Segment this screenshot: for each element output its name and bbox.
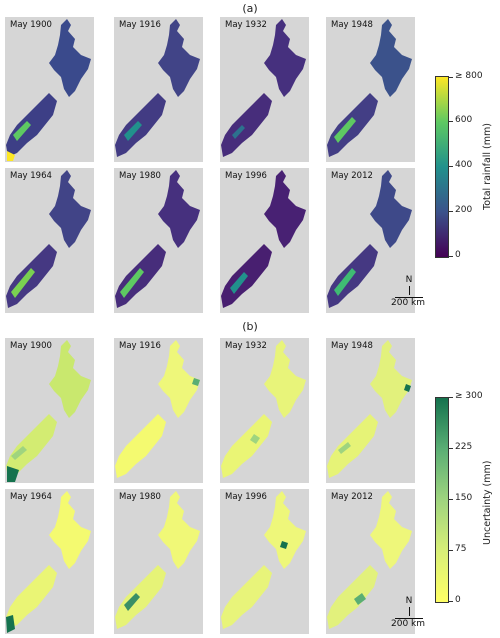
map-a-1948: May 1948 — [326, 17, 415, 162]
scale-bar-a — [395, 297, 423, 298]
tile-label: May 1916 — [119, 20, 161, 30]
map-b-1932-graphic — [221, 340, 306, 478]
map-a-1916-graphic — [115, 19, 200, 157]
colorbar-tick: 225 — [448, 442, 473, 452]
north-arrow-a — [409, 286, 410, 295]
north-arrow-b — [409, 607, 410, 616]
colorbar-tick: 400 — [448, 160, 473, 170]
map-a-1980-graphic — [115, 170, 200, 308]
map-b-1948: May 1948 — [326, 338, 415, 483]
map-a-2012: May 2012 — [326, 168, 415, 313]
map-b-1964-graphic — [6, 491, 91, 633]
map-b-2012-graphic — [327, 491, 412, 629]
map-b-1900-graphic — [6, 340, 91, 482]
colorbar-rainfall — [435, 76, 449, 258]
map-b-1996-graphic — [221, 491, 306, 629]
colorbar-tick: 75 — [448, 544, 467, 554]
scale-label-b: 200 km — [391, 619, 426, 629]
colorbar-tick: 600 — [448, 115, 473, 125]
tile-label: May 1964 — [10, 492, 52, 502]
map-a-1932: May 1932 — [220, 17, 309, 162]
tile-label: May 1932 — [225, 341, 267, 351]
tile-label: May 1900 — [10, 20, 52, 30]
map-a-1932-graphic — [221, 19, 306, 157]
tile-label: May 1932 — [225, 20, 267, 30]
tile-label: May 2012 — [331, 492, 373, 502]
map-a-1964: May 1964 — [5, 168, 94, 313]
tile-label: May 1996 — [225, 171, 267, 181]
tile-label: May 1964 — [10, 171, 52, 181]
map-a-1948-graphic — [327, 19, 412, 157]
north-label-a: N — [405, 275, 413, 285]
map-a-1996-graphic — [221, 170, 306, 308]
map-b-1980-graphic — [115, 491, 200, 629]
map-b-1980: May 1980 — [114, 489, 203, 634]
map-a-1916: May 1916 — [114, 17, 203, 162]
tile-label: May 1916 — [119, 341, 161, 351]
colorbar-tick: 0 — [449, 250, 461, 260]
tile-label: May 2012 — [331, 171, 373, 181]
map-b-1964: May 1964 — [5, 489, 94, 634]
map-b-1948-graphic — [327, 340, 412, 478]
colorbar-title-uncertainty: Uncertainty (mm) — [482, 460, 493, 545]
panel-a-label: (a) — [242, 2, 258, 15]
map-b-1916: May 1916 — [114, 338, 203, 483]
tile-label: May 1980 — [119, 171, 161, 181]
scale-label-a: 200 km — [391, 298, 426, 308]
scale-bar-b — [395, 618, 423, 619]
colorbar-uncertainty — [435, 397, 449, 603]
panel-b-label: (b) — [242, 320, 258, 333]
tile-label: May 1980 — [119, 492, 161, 502]
north-label-b: N — [405, 596, 413, 606]
map-b-1996: May 1996 — [220, 489, 309, 634]
tile-label: May 1948 — [331, 20, 373, 30]
map-a-1900: May 1900 — [5, 17, 94, 162]
map-a-1900-graphic — [6, 19, 91, 161]
colorbar-title-rainfall: Total rainfall (mm) — [482, 123, 493, 210]
colorbar-tick: 200 — [448, 205, 473, 215]
tile-label: May 1948 — [331, 341, 373, 351]
map-a-1964-graphic — [6, 170, 91, 308]
tile-label: May 1900 — [10, 341, 52, 351]
map-a-2012-graphic — [327, 170, 412, 308]
map-a-1980: May 1980 — [114, 168, 203, 313]
map-b-1932: May 1932 — [220, 338, 309, 483]
map-a-1996: May 1996 — [220, 168, 309, 313]
colorbar-tick: ≥ 800 — [449, 71, 483, 81]
map-b-1900: May 1900 — [5, 338, 94, 483]
map-b-1916-graphic — [115, 340, 200, 478]
colorbar-tick: 150 — [448, 493, 473, 503]
map-b-2012: May 2012 — [326, 489, 415, 634]
tile-label: May 1996 — [225, 492, 267, 502]
colorbar-tick: 0 — [449, 595, 461, 605]
colorbar-tick: ≥ 300 — [449, 391, 483, 401]
